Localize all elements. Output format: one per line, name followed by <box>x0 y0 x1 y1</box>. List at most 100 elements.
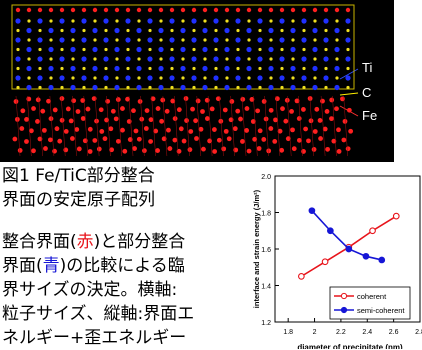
atom <box>71 19 75 23</box>
bond <box>128 95 134 157</box>
text-line: 粒子サイズ、縦軸:界面エ <box>2 304 195 324</box>
atom <box>240 96 246 102</box>
atom <box>120 106 125 111</box>
atom <box>137 19 141 23</box>
text-line: 整合界面(赤)と部分整合 <box>2 230 185 254</box>
atom <box>202 84 208 91</box>
atom <box>170 85 174 90</box>
legend-box <box>329 286 411 320</box>
data-point <box>298 273 305 280</box>
atom <box>334 7 340 13</box>
atom <box>82 85 86 90</box>
atom <box>302 47 306 52</box>
atom <box>312 84 318 91</box>
atom <box>158 65 164 72</box>
atom <box>59 18 65 24</box>
atom <box>158 7 164 13</box>
atom <box>137 76 141 80</box>
atom <box>334 84 340 91</box>
atom <box>80 116 86 121</box>
atom <box>15 37 21 43</box>
atom <box>181 57 185 61</box>
atom <box>247 19 251 23</box>
atom <box>313 38 317 42</box>
atom <box>104 47 108 52</box>
atom <box>17 148 23 153</box>
atom <box>159 19 163 23</box>
atom-label: Ti <box>362 60 372 75</box>
atom <box>180 7 186 13</box>
atom <box>26 65 32 72</box>
bond <box>196 95 202 157</box>
atom <box>291 146 297 152</box>
atom <box>303 126 308 132</box>
atom <box>280 28 284 33</box>
atom <box>257 128 263 134</box>
text: 界面( <box>2 256 43 276</box>
atom <box>38 28 42 33</box>
atom <box>92 138 98 143</box>
atom <box>200 109 205 114</box>
atom <box>202 7 208 13</box>
atom <box>46 98 51 104</box>
atom <box>31 106 36 111</box>
atom <box>16 47 20 52</box>
atom <box>15 7 21 13</box>
atom <box>291 38 295 42</box>
atom <box>125 7 131 13</box>
bond <box>173 95 179 157</box>
atom <box>246 7 252 13</box>
bond <box>264 95 269 157</box>
atom <box>27 76 31 80</box>
atom <box>158 84 164 91</box>
atom <box>334 65 340 72</box>
atom <box>279 37 285 43</box>
atom <box>324 66 328 71</box>
atom <box>24 116 29 122</box>
atom <box>290 27 296 34</box>
atom <box>59 37 65 43</box>
atom <box>147 18 153 24</box>
atom <box>180 65 186 72</box>
atom <box>70 46 76 53</box>
atom <box>246 84 252 91</box>
atom <box>37 37 43 43</box>
atom <box>294 98 300 104</box>
atom <box>104 85 108 90</box>
atom <box>125 18 131 24</box>
atom <box>256 146 262 151</box>
atom <box>224 46 230 53</box>
atom <box>37 75 43 81</box>
text-line: 界サイズの決定。横軸: <box>2 280 178 300</box>
atom <box>148 47 152 52</box>
atom <box>114 65 120 72</box>
bond <box>60 95 66 157</box>
atom <box>48 46 54 53</box>
pointer <box>339 92 359 96</box>
atom <box>236 66 240 71</box>
atom <box>131 108 136 114</box>
atom <box>268 107 274 113</box>
atom <box>125 96 130 102</box>
data-point <box>362 252 370 260</box>
atom <box>125 56 131 62</box>
atom <box>114 84 120 91</box>
bond <box>15 95 21 157</box>
x-axis-label: diameter of precipitate (nm) <box>297 343 403 349</box>
atom <box>143 126 149 131</box>
atom <box>257 37 263 43</box>
atom-label: Fe <box>362 108 377 123</box>
atom <box>224 65 230 72</box>
atom <box>346 28 350 33</box>
atom <box>115 38 119 42</box>
atom <box>104 28 108 33</box>
atom <box>202 65 208 72</box>
atom <box>290 65 296 72</box>
atom <box>48 65 54 72</box>
atom <box>102 136 108 142</box>
atom <box>82 66 86 71</box>
atom <box>167 146 173 151</box>
atom <box>236 47 240 52</box>
atom <box>345 75 351 81</box>
